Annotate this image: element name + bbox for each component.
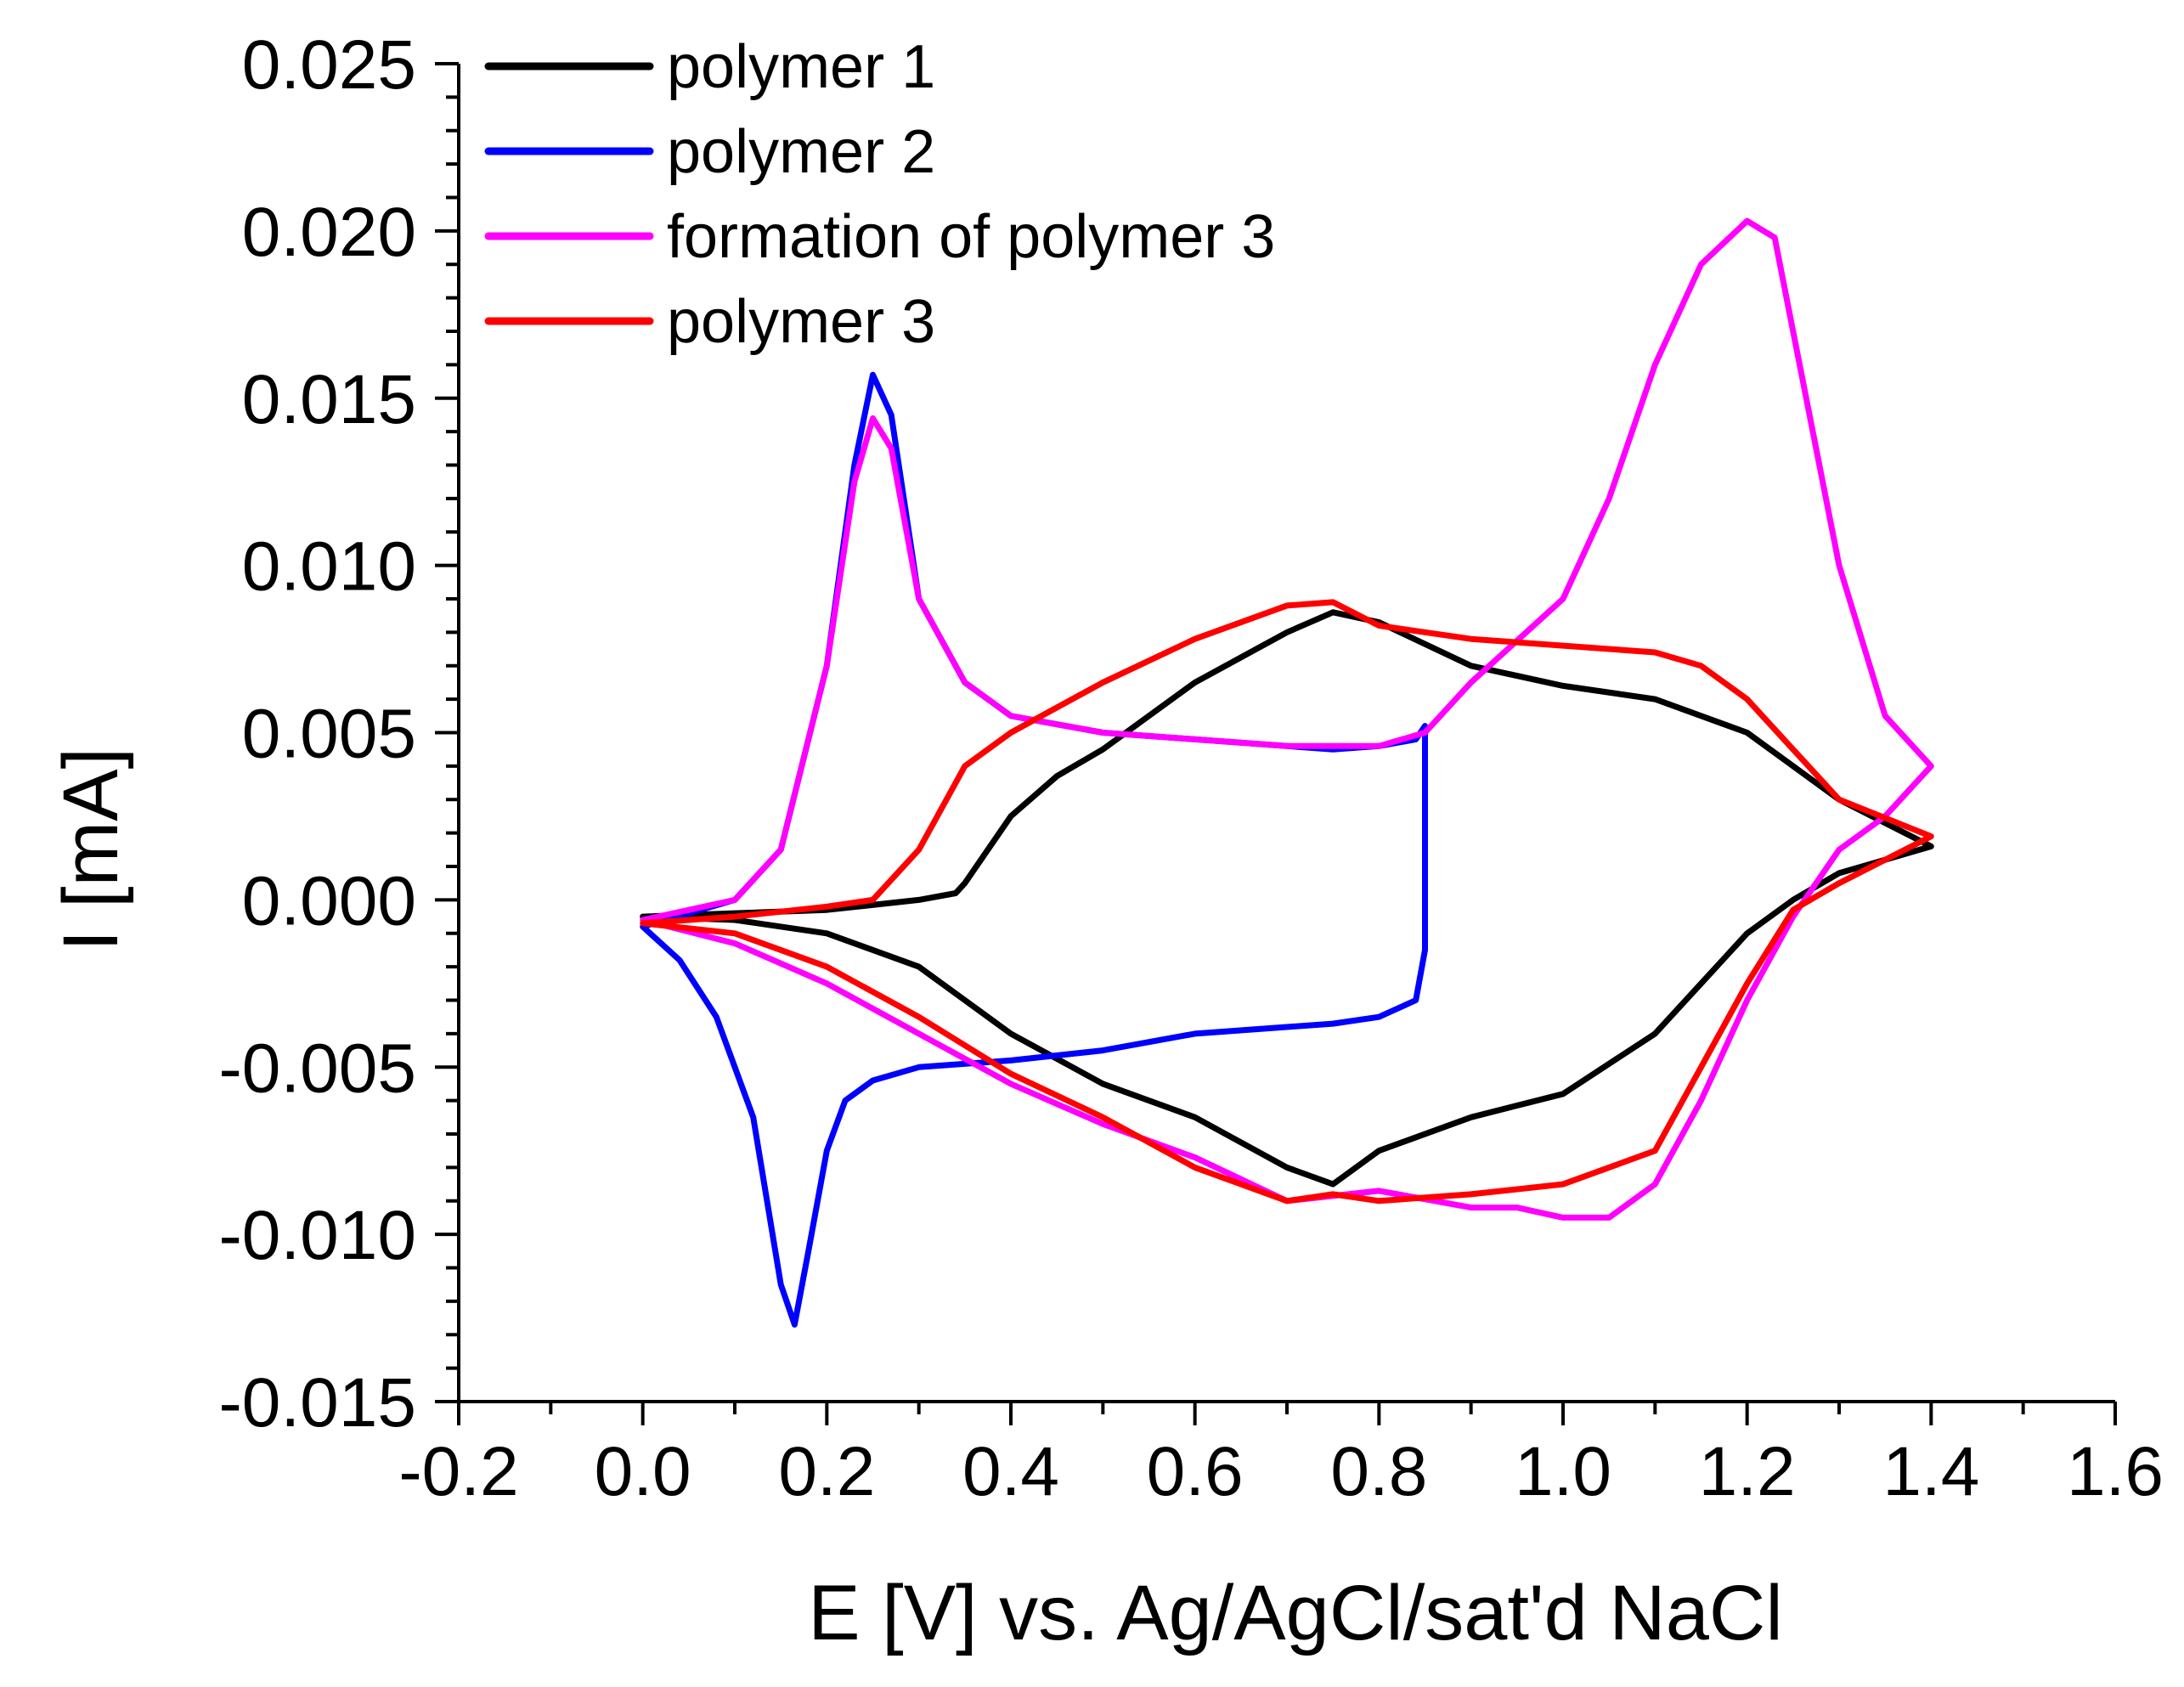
legend-label-4: polymer 3 <box>667 288 935 356</box>
y-tick-label: 0.005 <box>242 696 416 773</box>
x-tick-label: 1.0 <box>1515 1433 1611 1510</box>
y-axis-title: I [mA] <box>48 748 134 951</box>
series-layer <box>640 217 1934 1328</box>
x-tick-label: 1.2 <box>1699 1433 1796 1510</box>
x-tick-label: -0.2 <box>398 1433 518 1510</box>
y-tick-label: -0.010 <box>218 1197 416 1274</box>
y-tick-label: 0.015 <box>242 361 416 438</box>
x-tick-label: 1.6 <box>2067 1433 2164 1510</box>
x-tick-label: 0.0 <box>595 1433 691 1510</box>
x-tick-label: 0.8 <box>1330 1433 1427 1510</box>
y-tick-label: 0.020 <box>242 194 416 271</box>
x-tick-label: 0.4 <box>962 1433 1059 1510</box>
axes-layer: -0.2 0.0 0.2 0.4 0.6 0.8 1.0 1.2 1.4 1.6 -0.015 -0.… <box>218 26 2164 1510</box>
series-line-4 <box>640 599 1934 1205</box>
legend-label-3: formation of polymer 3 <box>667 203 1275 271</box>
y-tick-label: 0.025 <box>242 26 416 104</box>
legend-label-1: polymer 1 <box>667 33 935 101</box>
y-tick-label: -0.005 <box>218 1030 416 1107</box>
y-tick-label: 0.010 <box>242 528 416 606</box>
legend: polymer 1 polymer 2 formation of polymer 3… <box>484 33 1275 356</box>
y-tick-label: 0.000 <box>242 862 416 939</box>
x-axis-title: E [V] vs. Ag/AgCl/sat'd NaCl <box>808 1570 1783 1656</box>
y-tick-label: -0.015 <box>218 1364 416 1442</box>
legend-label-2: polymer 2 <box>667 118 935 186</box>
x-tick-label: 1.4 <box>1882 1433 1979 1510</box>
x-tick-label: 0.6 <box>1147 1433 1244 1510</box>
x-tick-label: 0.2 <box>778 1433 875 1510</box>
series-line-2 <box>640 371 1428 1328</box>
